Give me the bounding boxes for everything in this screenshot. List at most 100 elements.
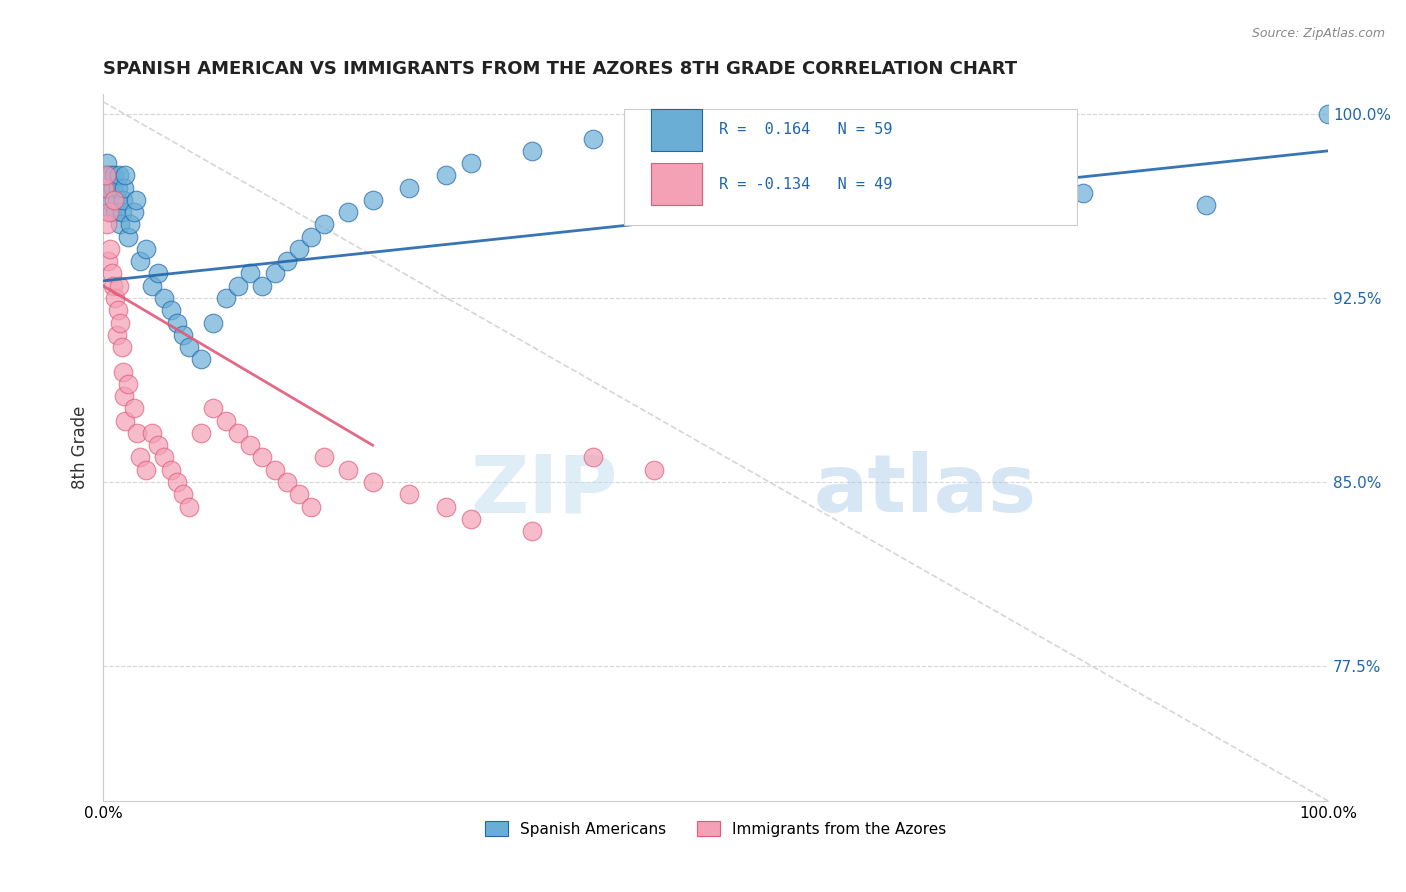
Point: [108, 278, 131, 293]
Point: [299, 229, 322, 244]
Point: [190, 352, 212, 367]
Point: [434, 500, 457, 514]
Point: [148, 267, 170, 281]
Point: [172, 327, 194, 342]
Point: [100, 242, 122, 256]
Point: [122, 205, 145, 219]
Point: [520, 524, 543, 538]
Text: ZIP: ZIP: [471, 451, 617, 529]
Point: [111, 193, 134, 207]
Point: [105, 193, 128, 207]
Point: [98, 180, 121, 194]
Point: [889, 149, 911, 163]
Point: [94, 169, 117, 183]
Point: [827, 136, 849, 151]
Point: [141, 425, 163, 440]
Point: [460, 512, 482, 526]
Point: [398, 487, 420, 501]
Point: [226, 425, 249, 440]
Point: [643, 120, 665, 134]
Point: [135, 463, 157, 477]
Point: [96, 156, 118, 170]
Point: [98, 205, 121, 219]
Point: [112, 180, 135, 194]
Point: [312, 218, 335, 232]
Point: [125, 193, 148, 207]
Point: [114, 414, 136, 428]
Point: [103, 169, 125, 183]
Point: [1194, 198, 1216, 212]
Point: [214, 291, 236, 305]
Point: [263, 463, 285, 477]
Point: [105, 327, 128, 342]
Point: [101, 180, 124, 194]
Point: [288, 242, 311, 256]
Point: [103, 193, 125, 207]
Text: SPANISH AMERICAN VS IMMIGRANTS FROM THE AZORES 8TH GRADE CORRELATION CHART: SPANISH AMERICAN VS IMMIGRANTS FROM THE …: [103, 60, 1018, 78]
Point: [214, 414, 236, 428]
Point: [166, 316, 188, 330]
Point: [337, 205, 360, 219]
Point: [190, 425, 212, 440]
Point: [127, 425, 149, 440]
Point: [766, 124, 789, 138]
Point: [93, 180, 115, 194]
Point: [94, 169, 117, 183]
Point: [107, 180, 129, 194]
Point: [1317, 107, 1340, 121]
Point: [460, 156, 482, 170]
Point: [135, 242, 157, 256]
Point: [114, 169, 136, 183]
Point: [159, 463, 181, 477]
Point: [398, 180, 420, 194]
Point: [166, 475, 188, 489]
Point: [100, 267, 122, 281]
Point: [276, 254, 298, 268]
Point: [128, 450, 150, 465]
Point: [361, 193, 384, 207]
Point: [312, 450, 335, 465]
Point: [93, 180, 115, 194]
Point: [252, 450, 274, 465]
Point: [97, 254, 120, 268]
Point: [100, 169, 122, 183]
Point: [108, 169, 131, 183]
Point: [110, 218, 132, 232]
Point: [110, 340, 132, 354]
Y-axis label: 8th Grade: 8th Grade: [72, 406, 89, 490]
Point: [520, 144, 543, 158]
Point: [110, 316, 132, 330]
Point: [239, 267, 262, 281]
Text: atlas: atlas: [814, 451, 1036, 529]
Point: [1071, 186, 1094, 200]
Point: [122, 401, 145, 416]
Point: [239, 438, 262, 452]
Point: [276, 475, 298, 489]
Point: [582, 131, 605, 145]
Point: [202, 316, 225, 330]
Point: [141, 278, 163, 293]
Point: [361, 475, 384, 489]
Point: [949, 161, 972, 175]
Text: R =  0.164   N = 59: R = 0.164 N = 59: [720, 122, 893, 137]
Point: [299, 500, 322, 514]
Point: [101, 278, 124, 293]
Point: [104, 291, 127, 305]
Text: Source: ZipAtlas.com: Source: ZipAtlas.com: [1251, 27, 1385, 40]
FancyBboxPatch shape: [651, 109, 702, 151]
Legend: Spanish Americans, Immigrants from the Azores: Spanish Americans, Immigrants from the A…: [479, 814, 952, 843]
FancyBboxPatch shape: [651, 163, 702, 205]
Point: [96, 218, 118, 232]
Point: [128, 254, 150, 268]
Point: [111, 365, 134, 379]
Point: [153, 450, 176, 465]
Point: [202, 401, 225, 416]
Point: [107, 303, 129, 318]
Point: [172, 487, 194, 501]
Point: [643, 463, 665, 477]
Point: [97, 193, 120, 207]
Point: [288, 487, 311, 501]
Point: [117, 376, 139, 391]
FancyBboxPatch shape: [624, 109, 1077, 225]
Point: [153, 291, 176, 305]
